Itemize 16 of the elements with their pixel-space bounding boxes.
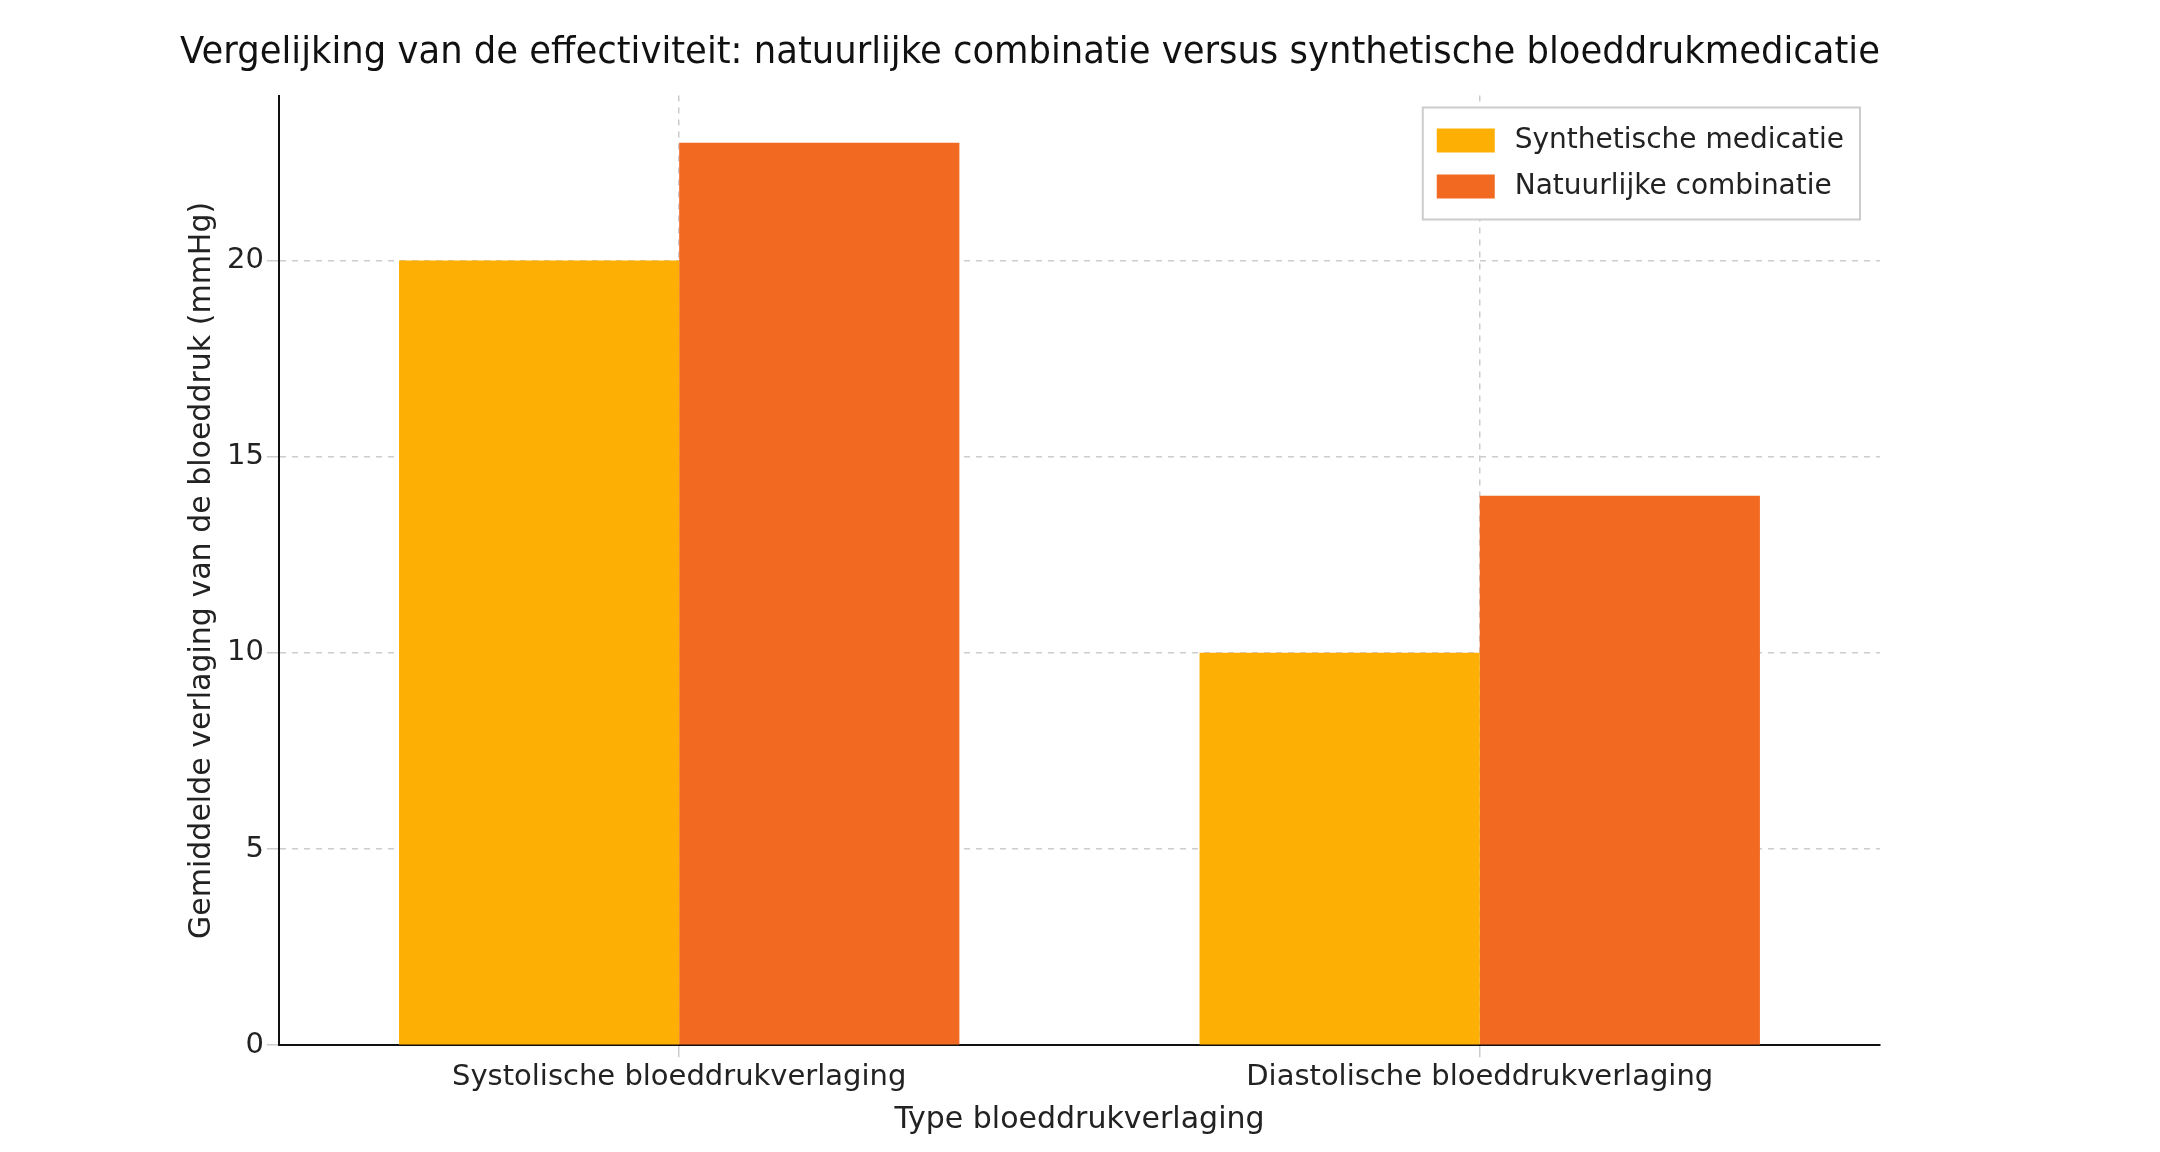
x-axis-title: Type bloeddrukverlaging [893, 1099, 1265, 1135]
x-tick-label: Diastolische bloeddrukverlaging [1246, 1058, 1714, 1093]
y-axis-title: Gemiddelde verlaging van de bloeddruk (mmHg) [181, 201, 217, 939]
chart-title: Vergelijking van de effectiviteit: natuurlijke combinatie versus synthetische bloeddrukmedicatie [180, 27, 1880, 72]
legend-label: Natuurlijke combinatie [1514, 167, 1832, 201]
legend-label: Synthetische medicatie [1514, 121, 1844, 155]
y-tick-label: 5 [245, 829, 264, 864]
bar [1199, 652, 1480, 1045]
y-tick-label: 20 [227, 240, 264, 275]
bar [1479, 495, 1760, 1045]
bar [398, 260, 680, 1045]
y-tick-label: 0 [245, 1025, 264, 1060]
y-tick-label: 15 [227, 437, 264, 472]
bar [679, 142, 960, 1045]
y-tick-label: 10 [227, 633, 264, 668]
x-tick-label: Systolische bloeddrukverlaging [451, 1058, 907, 1093]
